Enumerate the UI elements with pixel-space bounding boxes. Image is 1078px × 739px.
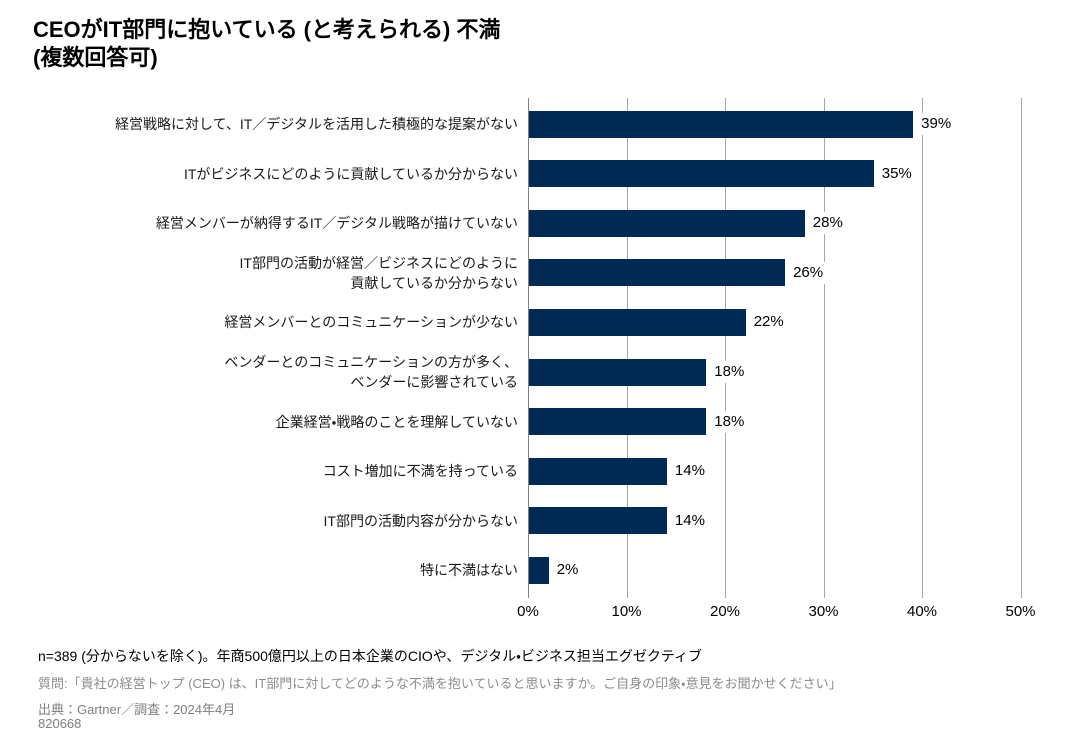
category-label-line: 経営メンバーが納得するIT／デジタル戦略が描けていない — [155, 215, 518, 232]
category-label-line: IT部門の活動内容が分からない — [323, 512, 518, 529]
category-label: 経営メンバーとのコミュニケーションが少ない — [30, 298, 518, 346]
value-label: 18% — [711, 361, 748, 383]
footnote-source: 出典：Gartner／調査：2024年4月 — [38, 702, 236, 717]
value-label: 18% — [711, 410, 748, 433]
category-label-line: ITがビジネスにどのように貢献しているか分からない — [183, 165, 518, 182]
category-label-line: 企業経営・戦略のことを理解していない — [275, 413, 518, 430]
category-label-line: IT部門の活動が経営／ビジネスにどのように — [239, 254, 518, 271]
category-label-line: コスト増加に不満を持っている — [322, 463, 518, 480]
value-label: 28% — [809, 212, 846, 235]
gridline-10pct — [626, 98, 628, 598]
category-label-line: ベンダーに影響されている — [350, 374, 518, 390]
bar — [529, 408, 707, 436]
footnote-sample-note: n=389 (分からないを除く)。年商500億円以上の日本企業のCIOや、デジタ… — [38, 648, 702, 664]
x-axis-tick-label: 20% — [709, 603, 741, 620]
bar — [529, 358, 707, 386]
value-label: 2% — [553, 559, 582, 582]
y-axis-line — [528, 98, 529, 598]
category-label-line: 特に不満はない — [420, 562, 518, 579]
category-label-line: 経営戦略に対して、IT／デジタルを活用した積極的な提案がない — [114, 116, 518, 132]
value-label: 22% — [750, 311, 787, 334]
category-label: コスト増加に不満を持っている — [30, 447, 518, 495]
bar — [529, 457, 667, 485]
value-label: 14% — [671, 460, 708, 483]
bar — [529, 259, 786, 287]
value-label: 39% — [918, 113, 955, 135]
category-label-line: ベンダーとのコミュニケーションの方が多く、 — [224, 354, 518, 370]
category-label: ITがビジネスにどのように貢献しているか分からない — [30, 150, 518, 198]
value-label: 26% — [790, 261, 827, 284]
footnote-question: 質問:「貴社の経営トップ (CEO) は、IT部門に対してどのような不満を抱いて… — [38, 676, 842, 691]
bar — [529, 308, 746, 336]
gridline-50pct — [1020, 98, 1022, 598]
category-label: 特に不満はない — [30, 546, 518, 594]
gridline-40pct — [922, 98, 923, 598]
category-label: IT部門の活動内容が分からない — [30, 497, 518, 545]
bar — [529, 556, 549, 584]
x-axis-tick-label: 50% — [1005, 603, 1036, 620]
category-label: 経営戦略に対して、IT／デジタルを活用した積極的な提案がない — [30, 100, 518, 148]
x-axis-tick-label: 30% — [808, 603, 839, 620]
x-axis-tick-label: 40% — [906, 603, 938, 620]
category-label-line: 貢献しているか分からない — [350, 274, 518, 291]
value-label: 35% — [878, 162, 915, 185]
bar — [529, 160, 874, 188]
gridline-30pct — [823, 98, 825, 598]
category-label: 企業経営・戦略のことを理解していない — [30, 398, 518, 446]
x-axis-tick-label: 10% — [611, 603, 642, 620]
gridline-20pct — [725, 98, 726, 598]
chart-title-line2: (複数回答可) — [33, 45, 158, 70]
x-axis-tick-label: 0% — [517, 603, 539, 620]
category-label: IT部門の活動が経営／ビジネスにどのように貢献しているか分からない — [30, 249, 518, 297]
category-label: ベンダーとのコミュニケーションの方が多く、ベンダーに影響されている — [30, 348, 518, 396]
chart-title: CEOがIT部門に抱いている (と考えられる) 不満 (複数回答可) — [33, 16, 500, 72]
bar — [529, 209, 805, 237]
value-label: 14% — [671, 509, 708, 532]
chart-title-line1: CEOがIT部門に抱いている (と考えられる) 不満 — [33, 17, 501, 42]
category-label-line: 経営メンバーとのコミュニケーションが少ない — [224, 314, 518, 331]
footnote-doc-id: 820668 — [38, 716, 82, 731]
bar — [529, 507, 667, 535]
category-label: 経営メンバーが納得するIT／デジタル戦略が描けていない — [30, 199, 518, 247]
bar — [529, 110, 914, 138]
